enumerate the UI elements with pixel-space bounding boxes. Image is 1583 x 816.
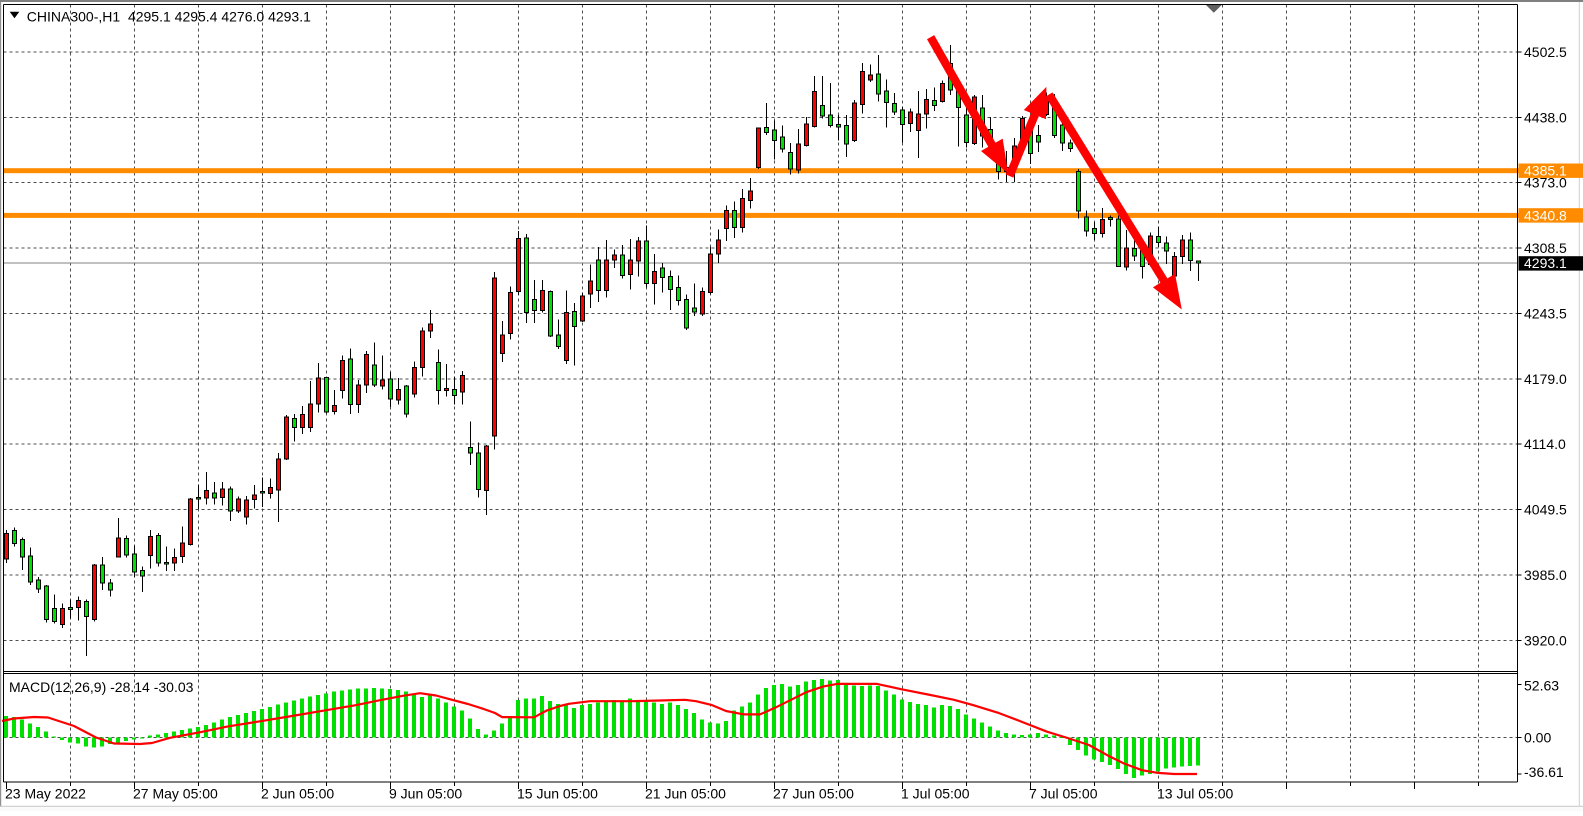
- svg-text:23 May 2022: 23 May 2022: [5, 786, 86, 802]
- svg-text:7 Jul 05:00: 7 Jul 05:00: [1029, 786, 1098, 802]
- svg-text:9 Jun 05:00: 9 Jun 05:00: [389, 786, 462, 802]
- svg-text:CHINA300-,H1 4295.1 4295.4 42: CHINA300-,H1 4295.1 4295.4 4276.0 4293.1: [27, 8, 311, 24]
- svg-text:-36.61: -36.61: [1524, 764, 1564, 780]
- svg-text:3985.0: 3985.0: [1524, 567, 1567, 583]
- svg-text:15 Jun 05:00: 15 Jun 05:00: [517, 786, 598, 802]
- svg-text:4385.1: 4385.1: [1524, 163, 1567, 179]
- svg-text:27 Jun 05:00: 27 Jun 05:00: [773, 786, 854, 802]
- svg-text:52.63: 52.63: [1524, 677, 1559, 693]
- svg-text:27 May 05:00: 27 May 05:00: [133, 786, 218, 802]
- svg-text:1 Jul 05:00: 1 Jul 05:00: [901, 786, 970, 802]
- svg-text:2 Jun 05:00: 2 Jun 05:00: [261, 786, 334, 802]
- svg-text:21 Jun 05:00: 21 Jun 05:00: [645, 786, 726, 802]
- svg-text:4049.5: 4049.5: [1524, 502, 1567, 518]
- svg-text:4308.5: 4308.5: [1524, 240, 1567, 256]
- svg-text:3920.0: 3920.0: [1524, 632, 1567, 648]
- svg-text:4179.0: 4179.0: [1524, 371, 1567, 387]
- svg-text:13 Jul 05:00: 13 Jul 05:00: [1157, 786, 1233, 802]
- svg-text:MACD(12,26,9) -28.14 -30.03: MACD(12,26,9) -28.14 -30.03: [9, 679, 194, 695]
- svg-text:4438.0: 4438.0: [1524, 109, 1567, 125]
- svg-text:4114.0: 4114.0: [1524, 436, 1566, 452]
- svg-text:4293.1: 4293.1: [1524, 255, 1567, 271]
- svg-text:4340.8: 4340.8: [1524, 207, 1567, 223]
- svg-text:0.00: 0.00: [1524, 729, 1551, 745]
- svg-text:4243.5: 4243.5: [1524, 306, 1567, 322]
- svg-text:4502.5: 4502.5: [1524, 44, 1567, 60]
